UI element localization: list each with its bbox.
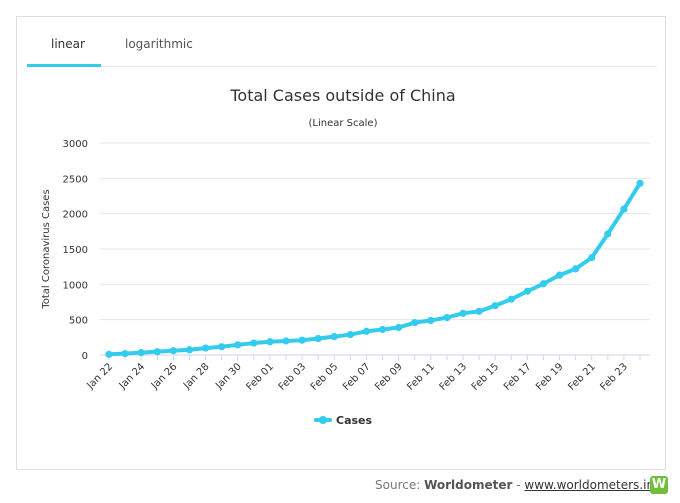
data-point (572, 265, 580, 273)
data-point (218, 343, 226, 351)
data-point (330, 333, 338, 341)
y-tick-label: 1000 (63, 280, 88, 291)
x-tick-label: Feb 19 (534, 361, 566, 393)
x-tick-label: Jan 30 (213, 361, 244, 392)
x-tick-label: Feb 07 (341, 361, 373, 393)
data-point (105, 350, 113, 358)
x-tick-label: Feb 03 (277, 361, 309, 393)
data-point (604, 230, 612, 238)
data-point (201, 344, 210, 352)
x-tick-label: Jan 28 (181, 361, 212, 392)
x-tick-label: Feb 11 (405, 361, 437, 393)
data-point (250, 339, 258, 347)
data-point (427, 316, 435, 325)
x-tick-label: Feb 05 (309, 361, 341, 393)
data-point (298, 336, 306, 344)
x-tick-label: Feb 13 (438, 361, 470, 393)
series-line-cases (107, 181, 642, 357)
data-point (234, 341, 242, 349)
data-point (169, 347, 177, 355)
y-axis-title: Total Coronavirus Cases (41, 189, 52, 309)
data-point (620, 205, 628, 213)
data-point (137, 348, 145, 357)
data-point (121, 349, 129, 358)
y-tick-label: 3000 (63, 139, 88, 150)
data-point (346, 330, 354, 339)
x-tick-label: Feb 09 (373, 361, 405, 393)
data-point (153, 348, 161, 356)
data-point (636, 179, 644, 187)
tab-linear[interactable]: linear (51, 37, 85, 51)
x-tick-label: Feb 15 (470, 361, 502, 393)
x-tick-label: Jan 22 (84, 361, 115, 392)
data-point (362, 327, 371, 335)
data-point (378, 325, 387, 334)
x-tick-label: Feb 17 (502, 361, 534, 393)
x-tick-label: Jan 24 (117, 361, 148, 392)
x-tick-label: Feb 21 (566, 361, 598, 393)
x-tick-label: Feb 23 (598, 361, 630, 393)
data-point (523, 287, 531, 295)
x-tick-label: Jan 26 (149, 361, 180, 392)
source-separator: - (512, 478, 525, 492)
data-point (539, 280, 548, 288)
legend-marker (319, 416, 327, 424)
chart-frame: linear logarithmic (16, 16, 666, 470)
data-point (411, 318, 419, 327)
x-tick-label: Feb 01 (244, 361, 276, 393)
y-tick-label: 500 (69, 316, 88, 327)
data-point (459, 309, 467, 317)
worldometer-logo-icon: W (650, 476, 668, 494)
source-prefix: Source: (375, 478, 425, 492)
data-point (491, 302, 499, 310)
data-point (507, 295, 515, 303)
active-tab-indicator (27, 64, 101, 67)
tab-logarithmic[interactable]: logarithmic (125, 37, 193, 51)
source-line: Source: Worldometer - www.worldometers.i… (375, 478, 666, 492)
data-point (395, 323, 403, 332)
data-point (266, 338, 274, 346)
y-tick-label: 2000 (63, 210, 88, 221)
y-tick-label: 1500 (63, 245, 88, 256)
tabs-divider (27, 66, 657, 67)
data-point (185, 346, 194, 354)
chart-subtitle: (Linear Scale) (309, 118, 378, 129)
data-point (443, 314, 451, 322)
data-point (475, 307, 483, 315)
legend-label-cases: Cases (336, 414, 373, 427)
data-point (282, 337, 290, 345)
y-tick-label: 2500 (63, 174, 88, 185)
y-tick-label: 0 (82, 351, 88, 362)
data-point (555, 271, 564, 279)
scale-tabs: linear logarithmic (17, 17, 665, 67)
chart-title: Total Cases outside of China (229, 86, 455, 105)
data-point (588, 254, 596, 262)
source-brand: Worldometer (424, 478, 513, 492)
data-point (314, 334, 322, 343)
source-link[interactable]: www.worldometers.info (524, 478, 666, 492)
